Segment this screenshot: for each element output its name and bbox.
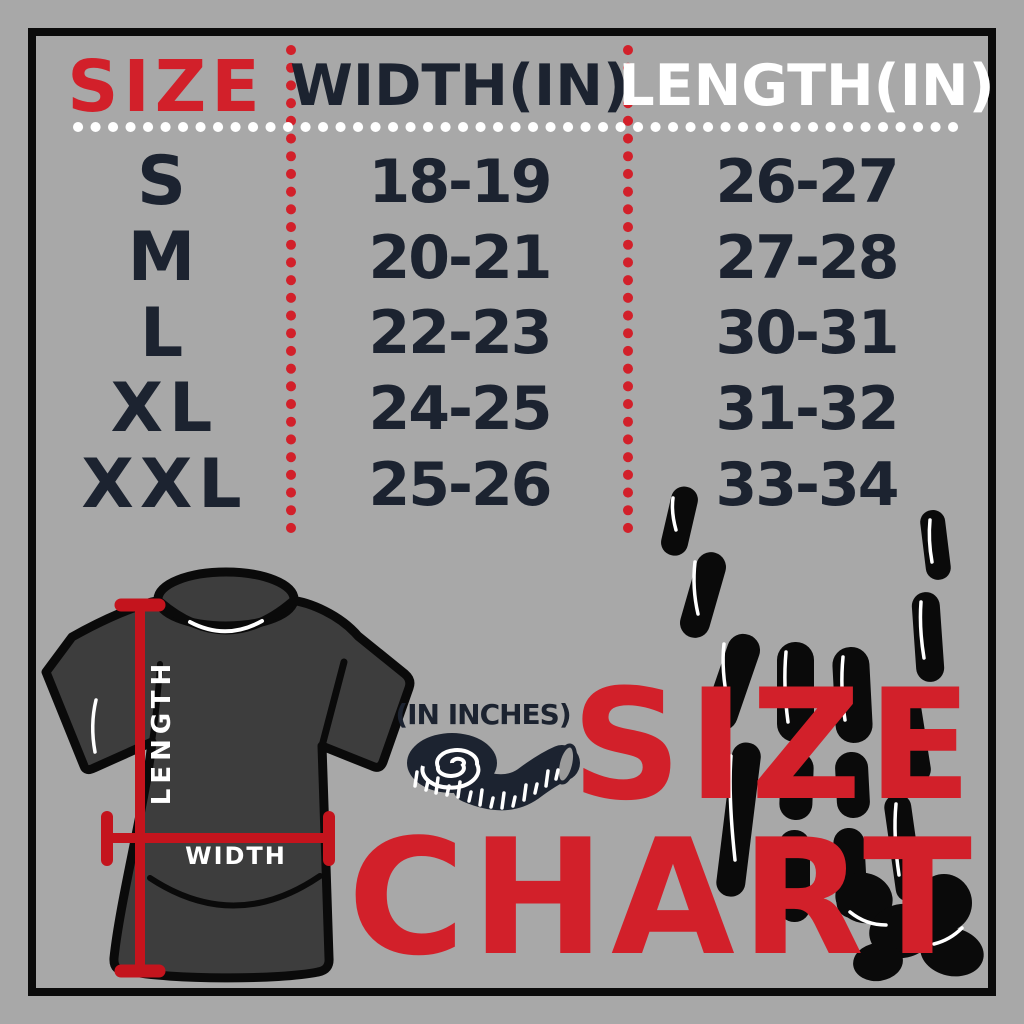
size-cell: L — [139, 293, 190, 373]
length-measure-label: LENGTH — [147, 658, 177, 806]
length-column: 26-27 27-28 30-31 31-32 33-34 — [628, 144, 985, 522]
length-cell: 26-27 — [715, 146, 900, 217]
length-cell: 27-28 — [715, 222, 900, 293]
size-cell: XXL — [81, 445, 248, 525]
width-cell: 24-25 — [368, 373, 553, 444]
width-measure-line — [101, 811, 335, 866]
size-cell: S — [137, 142, 192, 222]
units-note: (IN INCHES) — [395, 697, 571, 731]
width-measure-label: WIDTH — [185, 842, 287, 870]
poster-title-size: SIZE — [571, 657, 978, 835]
column-header-size: SIZE — [67, 44, 265, 128]
width-column: 18-19 20-21 22-23 24-25 25-26 — [291, 144, 628, 522]
width-cell: 18-19 — [368, 146, 553, 217]
width-cell: 25-26 — [368, 449, 553, 520]
table-divider-dots — [73, 45, 962, 542]
column-header-length: LENGTH(IN) — [618, 53, 995, 119]
column-header-width: WIDTH(IN) — [290, 53, 629, 119]
size-column: S M L XL XXL — [38, 142, 291, 525]
length-cell: 30-31 — [715, 298, 900, 369]
skeleton-hand-icon — [661, 486, 984, 982]
frame-border — [28, 28, 996, 996]
length-cell: 33-34 — [715, 449, 900, 520]
poster-title-chart: CHART — [347, 804, 978, 991]
size-cell: XL — [110, 369, 219, 449]
measuring-tape-icon — [407, 733, 580, 811]
length-measure-line — [114, 598, 166, 978]
width-cell: 20-21 — [368, 222, 553, 293]
size-cell: M — [127, 218, 202, 298]
length-cell: 31-32 — [715, 373, 900, 444]
width-cell: 22-23 — [368, 298, 553, 369]
